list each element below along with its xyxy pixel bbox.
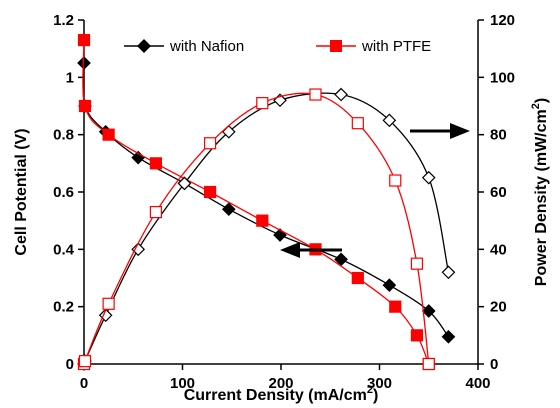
series-3-point xyxy=(256,97,269,110)
series-3-line xyxy=(82,92,430,367)
arrow-right-head xyxy=(450,123,470,139)
arrow-left-head xyxy=(280,242,300,258)
series-3-point xyxy=(203,137,217,150)
right-y-tick-label: 40 xyxy=(490,241,507,258)
legend-marker-ptfe xyxy=(330,40,342,52)
series-1-point xyxy=(351,271,364,285)
series-0-point xyxy=(441,329,456,344)
series-1-group xyxy=(77,33,435,371)
series-3-point xyxy=(410,257,424,270)
series-3-point xyxy=(102,297,115,310)
series-2-point xyxy=(177,176,192,191)
series-layer xyxy=(77,33,456,371)
series-1-point xyxy=(410,329,424,342)
series-0-point xyxy=(77,56,91,70)
series-1-point xyxy=(78,99,92,113)
series-2-point xyxy=(421,170,436,185)
series-2-point xyxy=(98,308,113,323)
series-0-point xyxy=(421,304,436,318)
legend-label-ptfe: with PTFE xyxy=(361,38,431,55)
axes-frame xyxy=(83,20,479,365)
series-3-point xyxy=(309,88,322,101)
series-1-point xyxy=(389,300,402,313)
right-y-tick-label: 120 xyxy=(490,12,515,29)
legend-item-nafion: with Nafion xyxy=(124,38,244,55)
series-0-point xyxy=(273,228,287,242)
right-y-axis-title: Power Density (mW/cm2) xyxy=(530,98,550,286)
series-1-point xyxy=(77,33,91,47)
series-3-group xyxy=(77,88,435,371)
series-3-point xyxy=(149,205,163,219)
left-y-axis-title: Cell Potential (V) xyxy=(13,128,30,255)
series-2-point xyxy=(131,242,146,257)
x-tick-label: 300 xyxy=(367,375,392,392)
series-0-point xyxy=(221,202,236,217)
series-3-point xyxy=(351,117,364,130)
series-1-point xyxy=(256,214,269,227)
x-tick-label: 100 xyxy=(170,375,195,392)
series-1-point xyxy=(102,128,115,141)
legend-item-ptfe: with PTFE xyxy=(316,38,431,55)
left-y-tick-label: 0.8 xyxy=(53,127,74,144)
legend-label-nafion: with Nafion xyxy=(169,38,244,55)
left-y-tick-label: 1 xyxy=(66,69,74,86)
legend-marker-nafion xyxy=(137,39,151,53)
x-tick-label: 400 xyxy=(465,375,490,392)
left-y-tick-label: 0.2 xyxy=(53,299,74,316)
legend: with Nafion with PTFE xyxy=(124,38,431,55)
x-tick-label: 200 xyxy=(268,375,293,392)
tick-labels: 0 100 200 300 40000.20.40.60.811.20204060801… xyxy=(53,12,515,392)
x-axis-title: Current Density (mA/cm2) xyxy=(184,384,379,404)
series-2-point xyxy=(441,265,456,280)
right-y-tick-label: 60 xyxy=(490,184,507,201)
series-2-line xyxy=(82,92,450,367)
series-3-point xyxy=(422,357,435,371)
series-3-point xyxy=(389,174,402,187)
series-0-point xyxy=(382,278,397,293)
right-y-tick-label: 20 xyxy=(490,299,507,316)
right-y-tick-label: 100 xyxy=(490,69,515,86)
series-1-point xyxy=(203,185,217,199)
right-y-tick-label: 80 xyxy=(490,127,507,144)
arrow-to-right-axis xyxy=(410,123,470,139)
series-1-point xyxy=(149,157,163,170)
series-3-point xyxy=(78,355,92,368)
ticks xyxy=(78,19,484,370)
left-y-tick-label: 0.6 xyxy=(53,184,74,201)
left-y-tick-label: 0 xyxy=(66,356,74,373)
arrow-to-left-axis xyxy=(280,242,342,258)
left-y-tick-label: 0.4 xyxy=(53,241,75,258)
series-1-line xyxy=(82,40,430,365)
series-2-point xyxy=(334,87,348,102)
right-y-tick-label: 0 xyxy=(490,356,498,373)
left-y-tick-label: 1.2 xyxy=(53,12,74,29)
series-2-point xyxy=(382,113,397,128)
x-tick-label: 0 xyxy=(80,375,88,392)
